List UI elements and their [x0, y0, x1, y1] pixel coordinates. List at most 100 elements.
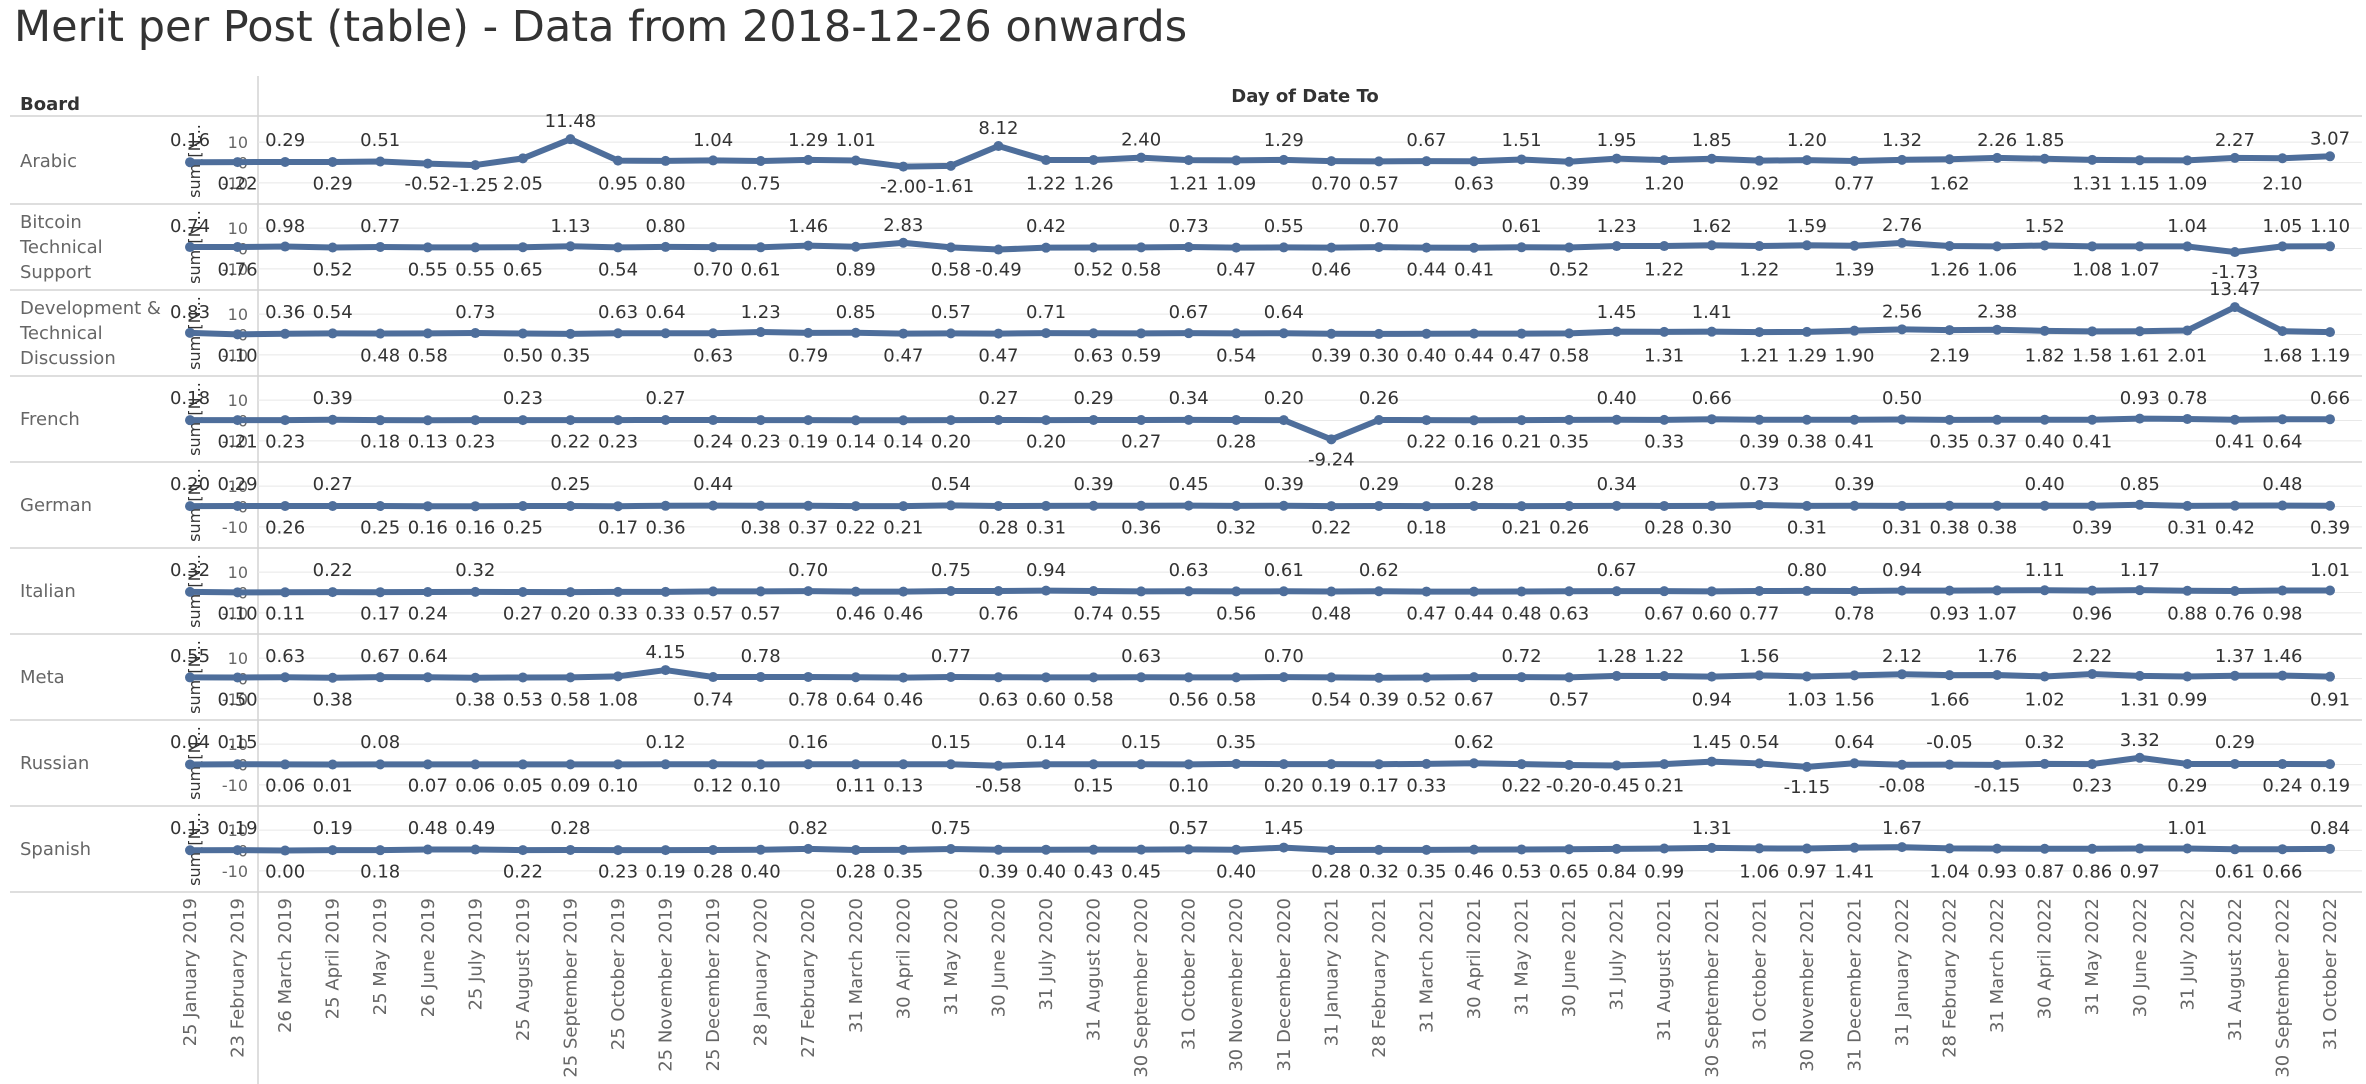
data-label: 0.14 — [836, 432, 876, 453]
data-point — [1516, 415, 1527, 426]
x-tick-label: 25 May 2019 — [370, 898, 391, 1015]
data-label: 0.63 — [1549, 604, 1589, 625]
data-label: 0.35 — [883, 862, 923, 883]
data-label: 0.31 — [1026, 518, 1066, 539]
data-label: 0.41 — [2072, 432, 2112, 453]
data-label: 0.13 — [408, 432, 448, 453]
series-line — [187, 239, 2333, 256]
data-point — [2229, 585, 2240, 596]
data-point — [1373, 415, 1384, 426]
data-label: 0.10 — [218, 346, 258, 367]
data-label: 0.17 — [598, 518, 638, 539]
data-point — [1421, 586, 1432, 597]
data-point — [517, 759, 528, 770]
x-tick-label: 31 January 2022 — [1892, 898, 1913, 1046]
data-point — [375, 328, 386, 339]
data-label: 1.32 — [1882, 130, 1922, 151]
data-label: 0.28 — [1311, 862, 1351, 883]
data-label: 0.44 — [1454, 346, 1494, 367]
data-point — [945, 328, 956, 339]
data-label: 2.19 — [1930, 346, 1970, 367]
data-label: 0.31 — [2167, 518, 2207, 539]
data-point — [850, 672, 861, 683]
data-label: 0.29 — [1074, 388, 1114, 409]
data-point — [1611, 153, 1622, 164]
row-arabic: Arabicsum([N...100-100.160.220.290.290.5… — [10, 111, 2362, 205]
data-label: 0.63 — [265, 646, 305, 667]
data-point — [2039, 500, 2050, 511]
data-point — [232, 845, 243, 856]
data-label: 0.58 — [1074, 690, 1114, 711]
data-point — [1469, 328, 1479, 339]
data-label: 0.10 — [218, 604, 258, 625]
data-point — [280, 759, 291, 770]
data-point — [1088, 844, 1099, 855]
series-line — [187, 501, 2333, 510]
data-point — [803, 500, 814, 511]
data-point — [1231, 844, 1242, 855]
data-point — [1278, 328, 1289, 339]
data-point — [945, 160, 956, 171]
data-point — [280, 672, 291, 683]
data-point — [1469, 156, 1479, 167]
data-label: 0.29 — [313, 174, 353, 195]
board-name: Italian — [20, 581, 76, 602]
data-label: 0.39 — [978, 862, 1018, 883]
data-point — [2182, 500, 2193, 511]
data-label: 0.22 — [1502, 776, 1542, 797]
data-label: 0.55 — [455, 260, 495, 281]
data-label: 1.66 — [1930, 690, 1970, 711]
data-label: 0.14 — [883, 432, 923, 453]
data-label: -0.20 — [1546, 776, 1593, 797]
data-point — [1373, 242, 1384, 253]
x-tick-label: 30 November 2020 — [1226, 898, 1247, 1072]
data-point — [2325, 327, 2335, 338]
y-tick-label: -10 — [222, 862, 248, 881]
data-label: 0.20 — [1026, 432, 1066, 453]
data-label: 1.46 — [2262, 646, 2302, 667]
data-label: 0.38 — [741, 518, 781, 539]
data-point — [755, 500, 766, 511]
board-name: Spanish — [20, 839, 91, 860]
data-point — [280, 587, 291, 598]
data-point — [1231, 672, 1242, 683]
data-label: 0.12 — [693, 776, 733, 797]
data-point — [1469, 415, 1479, 426]
data-label: 1.62 — [1930, 174, 1970, 195]
data-label: 0.20 — [1264, 388, 1304, 409]
data-label: 0.74 — [170, 216, 210, 237]
data-label: 1.22 — [1026, 174, 1066, 195]
data-point — [2182, 843, 2193, 854]
data-point — [803, 671, 814, 682]
data-label: 0.85 — [836, 302, 876, 323]
data-label: 0.32 — [2025, 732, 2065, 753]
data-point — [1088, 759, 1099, 770]
data-label: 0.95 — [598, 174, 638, 195]
x-tick-label: 30 June 2020 — [988, 898, 1009, 1017]
data-label: 1.06 — [1739, 862, 1779, 883]
data-point — [470, 844, 481, 855]
data-point — [898, 844, 909, 855]
data-point — [185, 845, 195, 856]
data-point — [1992, 585, 2003, 596]
data-label: 0.73 — [1169, 216, 1209, 237]
data-label: 1.11 — [2025, 560, 2065, 581]
data-point — [1326, 759, 1337, 770]
data-point — [660, 586, 671, 597]
data-point — [1278, 672, 1289, 683]
data-label: 0.74 — [1074, 604, 1114, 625]
data-point — [375, 672, 386, 683]
data-point — [1564, 156, 1575, 167]
data-label: 0.39 — [2310, 518, 2350, 539]
data-point — [1849, 500, 1860, 511]
data-label: 1.31 — [2120, 690, 2160, 711]
data-point — [517, 153, 528, 164]
data-point — [470, 160, 481, 171]
data-point — [1183, 586, 1194, 597]
data-point — [565, 241, 576, 252]
data-label: 0.58 — [1121, 260, 1161, 281]
data-point — [2087, 500, 2098, 511]
data-point — [2182, 758, 2193, 769]
data-point — [1564, 414, 1575, 425]
x-tick-label: 30 April 2022 — [2035, 898, 2056, 1019]
